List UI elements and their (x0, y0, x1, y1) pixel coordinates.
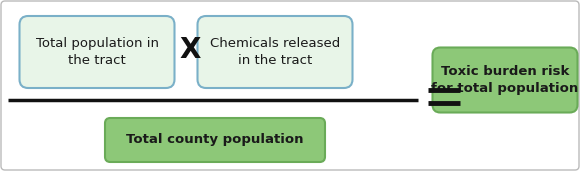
FancyBboxPatch shape (105, 118, 325, 162)
Text: Total population in
the tract: Total population in the tract (35, 37, 158, 67)
Text: Chemicals released
in the tract: Chemicals released in the tract (210, 37, 340, 67)
FancyBboxPatch shape (198, 16, 353, 88)
FancyBboxPatch shape (20, 16, 175, 88)
Text: Toxic burden risk
for total population: Toxic burden risk for total population (432, 65, 579, 95)
Text: Total county population: Total county population (126, 134, 304, 147)
Text: X: X (179, 36, 201, 64)
FancyBboxPatch shape (433, 48, 578, 113)
